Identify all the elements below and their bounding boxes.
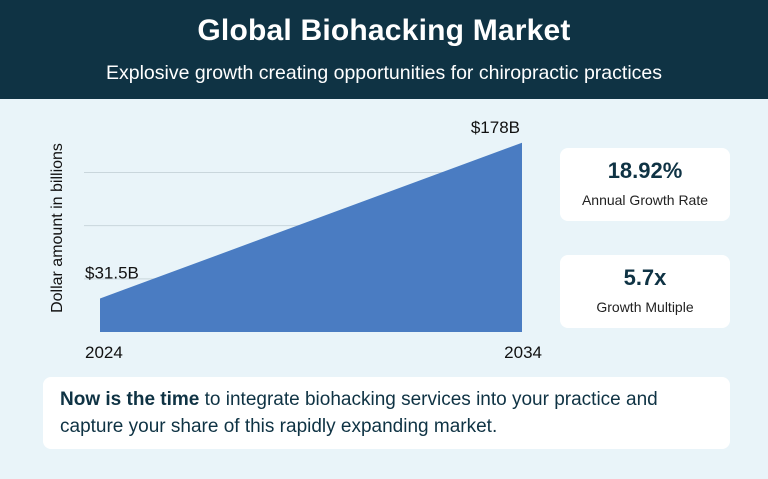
y-axis-label: Dollar amount in billions	[49, 143, 66, 313]
x-tick-label-2024: 2024	[85, 343, 123, 362]
page-subtitle: Explosive growth creating opportunities …	[105, 62, 662, 84]
page-title: Global Biohacking Market	[197, 14, 571, 47]
stat-card-growth-rate: 18.92% Annual Growth Rate	[560, 148, 730, 221]
growth-multiple-value: 5.7x	[623, 265, 667, 290]
growth-rate-label: Annual Growth Rate	[581, 192, 709, 208]
header-banner: Global Biohacking Market Explosive growt…	[0, 0, 768, 99]
call-to-action-box: Now is the time to integrate biohacking …	[43, 377, 730, 449]
area-series	[100, 142, 522, 332]
stat-card-growth-multiple: 5.7x Growth Multiple	[560, 255, 730, 328]
x-tick-label-2034: 2034	[504, 343, 542, 362]
market-growth-chart: Dollar amount in billions $31.5B $178B 202…	[49, 118, 542, 362]
cta-emphasis: Now is the time	[60, 389, 200, 410]
growth-multiple-label: Growth Multiple	[596, 299, 694, 315]
data-label-2034: $178B	[471, 118, 520, 137]
growth-rate-value: 18.92%	[607, 158, 683, 183]
data-label-2024: $31.5B	[85, 264, 139, 283]
cta-text: to integrate biohacking services into yo…	[60, 389, 658, 437]
